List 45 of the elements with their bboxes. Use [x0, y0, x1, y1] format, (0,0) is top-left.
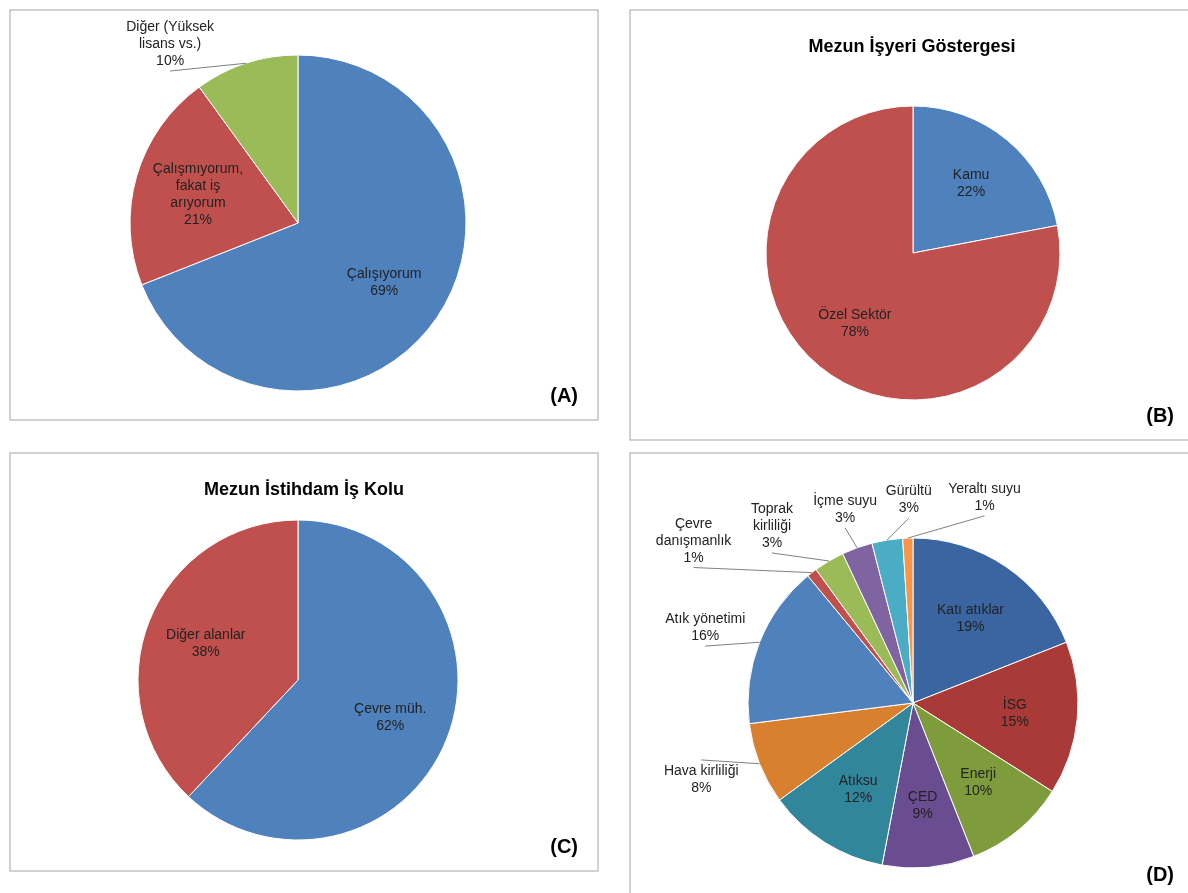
data-label: 22%	[957, 182, 986, 199]
slice-label: ÇED	[907, 787, 938, 804]
data-label: 16%	[691, 627, 720, 644]
slice-label: Toprak kirliliği	[750, 499, 795, 533]
text: (B)	[1146, 404, 1174, 426]
slice-label: Atık yönetimi	[665, 610, 746, 627]
slice-label: Diğer alanlar	[166, 626, 246, 643]
slice-label: İSG	[1002, 694, 1027, 712]
data-label: 9%	[912, 804, 933, 821]
slice-label: Katı atıklar	[937, 601, 1005, 618]
data-label: 19%	[956, 618, 985, 635]
slice-label: Çevre danışmanlık	[655, 514, 733, 548]
chart-title: Mezun İstihdam İş Kolu	[203, 479, 405, 499]
data-label: 12%	[844, 789, 873, 806]
slice-label: Çevre müh.	[354, 699, 427, 716]
slice-label: Enerji	[960, 764, 997, 781]
data-label: 10%	[156, 52, 185, 68]
slice-label: Çalışıyorum	[346, 264, 422, 281]
data-label: 1%	[683, 548, 704, 565]
data-label: 3%	[898, 499, 919, 516]
data-label: 10%	[964, 781, 993, 798]
data-label: 15%	[1000, 712, 1029, 729]
data-label: 78%	[840, 323, 869, 340]
text: (C)	[550, 835, 578, 857]
slice-label: Diğer (Yüksek lisans vs.)	[126, 18, 216, 51]
data-label: 1%	[974, 496, 995, 513]
chart-title: Mezun İşyeri Göstergesi	[808, 36, 1016, 56]
text: (D)	[1146, 863, 1174, 885]
data-label: 38%	[191, 643, 220, 660]
data-label: 21%	[183, 210, 212, 227]
slice-label: Kamu	[952, 165, 990, 182]
data-label: 3%	[761, 533, 783, 550]
data-label: 69%	[370, 281, 399, 298]
data-label: 3%	[835, 508, 856, 525]
slice-label: Çalışmıyorum, fakat iş arıyorum	[152, 159, 244, 210]
slice-label: Özel Sektör	[818, 305, 892, 323]
pie-slice	[765, 105, 1061, 401]
slice-label: Atıksu	[838, 772, 878, 789]
slice-label: Hava kirliliği	[663, 761, 739, 778]
text: (A)	[550, 384, 578, 406]
slice-label: Yeraltı suyu	[948, 479, 1021, 496]
data-label: 8%	[691, 778, 712, 795]
slice-label: Gürültü	[885, 482, 932, 499]
slice-label: İçme suyu	[813, 490, 878, 508]
data-label: 62%	[376, 716, 405, 733]
